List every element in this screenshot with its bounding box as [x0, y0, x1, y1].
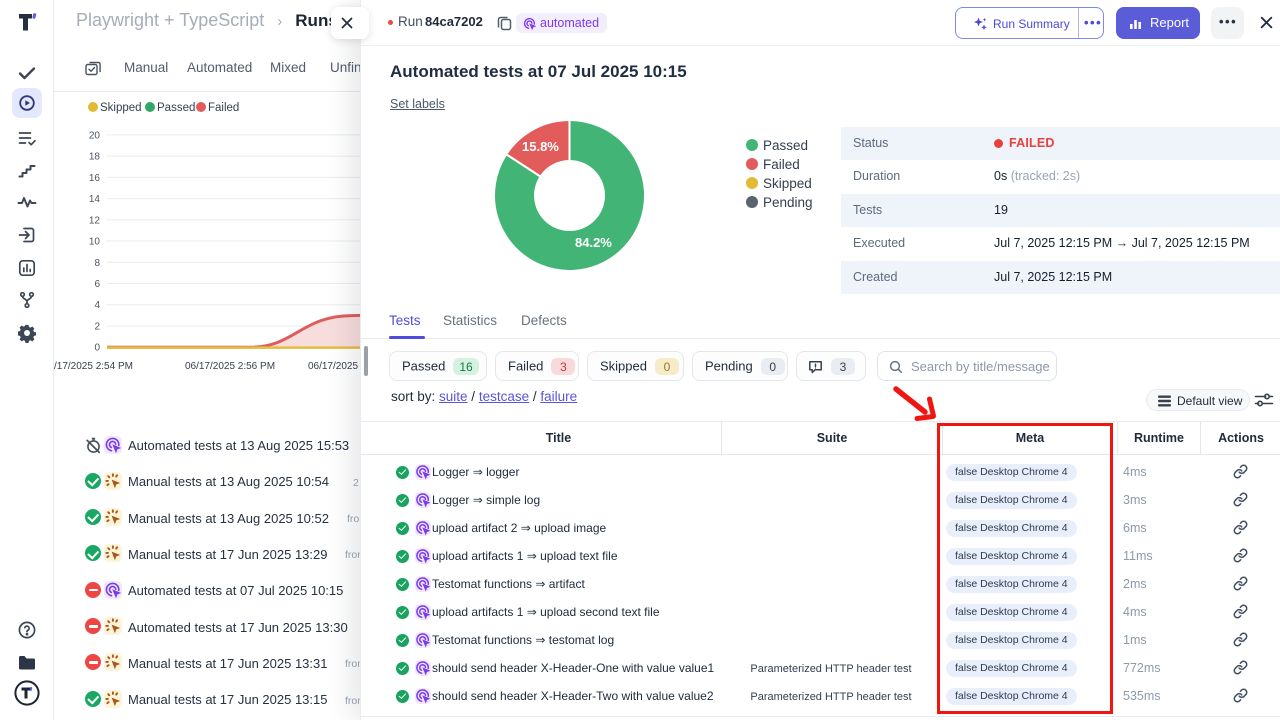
svg-text:06/17/2025 2:56 PM: 06/17/2025 2:56 PM: [185, 361, 275, 372]
svg-text:14: 14: [89, 194, 101, 205]
svg-text:10: 10: [89, 237, 101, 248]
svg-text:4: 4: [94, 300, 100, 311]
svg-text:0: 0: [94, 343, 100, 354]
svg-text:Passed: Passed: [157, 102, 195, 114]
svg-text:06/17/2025 2:58 PM: 06/17/2025 2:58 PM: [308, 361, 368, 372]
svg-text:Failed: Failed: [208, 102, 239, 114]
svg-text:12: 12: [89, 215, 101, 226]
svg-text:2: 2: [94, 322, 100, 333]
svg-text:16: 16: [89, 173, 101, 184]
svg-text:6: 6: [94, 279, 100, 290]
svg-text:8: 8: [94, 258, 100, 269]
svg-text:Skipped: Skipped: [100, 102, 142, 114]
svg-text:18: 18: [89, 152, 101, 163]
svg-text:/17/2025 2:54 PM: /17/2025 2:54 PM: [54, 361, 133, 372]
svg-text:20: 20: [89, 130, 101, 141]
